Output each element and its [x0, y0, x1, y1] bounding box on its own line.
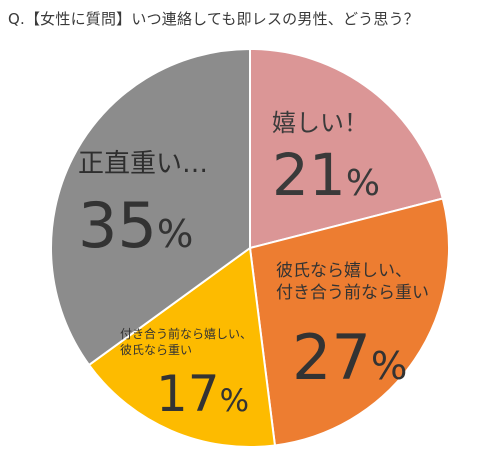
- slice-percent-tsukiau-mae-nara-ureshii: 17%: [156, 366, 252, 424]
- pie-slice-ureshii: [249, 47, 444, 250]
- slice-category-line2-kareshi-nara-ureshii: 付き合う前なら重い: [276, 283, 429, 304]
- slice-unit-kareshi-nara-ureshii: %: [370, 344, 408, 390]
- slice-label-ureshii: 嬉しい！ 21%: [272, 109, 380, 209]
- chart-title: Q.【女性に質問】いつ連絡しても即レスの男性、どう思う？: [8, 10, 419, 28]
- slice-percent-kareshi-nara-ureshii: 27%: [292, 322, 429, 393]
- slice-unit-tsukiau-mae-nara-ureshii: %: [219, 383, 250, 420]
- slice-value-kareshi-nara-ureshii: 27: [292, 321, 371, 395]
- pie-slice-tsukiau-mae-nara-ureshii: [87, 246, 277, 448]
- slice-percent-ureshii: 21%: [272, 140, 380, 209]
- slice-label-tsukiau-mae-nara-ureshii: 付き合う前なら嬉しい、 彼氏なら重い 17%: [120, 326, 252, 424]
- slice-value-tsukiau-mae-nara-ureshii: 17: [156, 365, 220, 424]
- slice-label-shoujiki-omoi: 正直重い… 35%: [78, 149, 209, 261]
- slice-percent-shoujiki-omoi: 35%: [78, 190, 208, 261]
- slice-value-shoujiki-omoi: 35: [78, 188, 157, 262]
- slice-unit-shoujiki-omoi: %: [156, 211, 194, 257]
- slice-category-line1-tsukiau-mae-nara-ureshii: 付き合う前なら嬉しい、: [120, 327, 253, 341]
- slice-label-kareshi-nara-ureshii: 彼氏なら嬉しい、 付き合う前なら重い 27%: [276, 260, 429, 393]
- pie-slice-shoujiki-omoi: [50, 47, 251, 367]
- slice-category-line1-kareshi-nara-ureshii: 彼氏なら嬉しい、: [276, 261, 412, 281]
- slice-category-shoujiki-omoi: 正直重い…: [78, 149, 209, 179]
- slice-category-ureshii: 嬉しい！: [272, 109, 368, 137]
- pie-slice-kareshi-nara-ureshii: [248, 197, 450, 447]
- slice-unit-ureshii: %: [345, 162, 380, 204]
- slice-value-ureshii: 21: [272, 140, 346, 209]
- slice-category-line2-tsukiau-mae-nara-ureshii: 彼氏なら重い: [120, 343, 193, 358]
